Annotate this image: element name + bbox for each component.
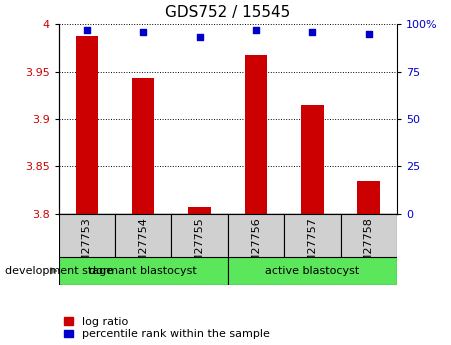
Bar [59,257,228,285]
Text: GSM27756: GSM27756 [251,217,261,278]
Bar [228,257,397,285]
Bar [132,78,154,214]
Text: GSM27757: GSM27757 [307,217,318,278]
Text: GSM27754: GSM27754 [138,217,148,278]
Legend: log ratio, percentile rank within the sample: log ratio, percentile rank within the sa… [64,317,270,339]
Point [365,31,373,36]
Bar [341,214,397,257]
Point [308,29,316,34]
Bar [115,214,171,257]
Text: development stage: development stage [5,266,113,276]
Bar [171,214,228,257]
Bar [75,36,98,214]
Text: dormant blastocyst: dormant blastocyst [89,266,197,276]
Text: active blastocyst: active blastocyst [265,266,359,276]
Point [140,29,147,34]
Bar [357,181,380,214]
Bar [189,207,211,214]
Text: GSM27753: GSM27753 [82,217,92,278]
Title: GDS752 / 15545: GDS752 / 15545 [165,5,290,20]
Bar [244,55,267,214]
Point [196,35,203,40]
Bar [301,105,324,214]
Bar [59,214,115,257]
Text: GSM27758: GSM27758 [364,217,374,278]
Text: GSM27755: GSM27755 [194,217,205,278]
Point [83,27,90,32]
Bar [284,214,341,257]
Bar [228,214,284,257]
Point [253,27,260,32]
